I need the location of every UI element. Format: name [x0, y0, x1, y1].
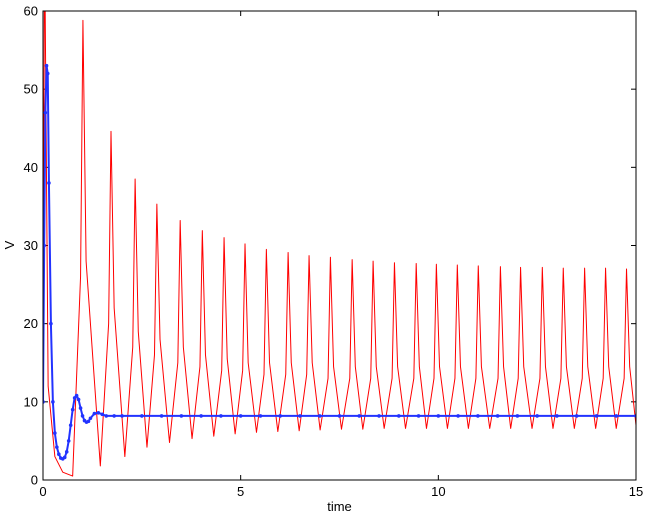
series-marker [476, 414, 480, 418]
series-marker [140, 414, 144, 418]
series-marker [86, 419, 91, 424]
series-marker [495, 414, 500, 418]
series-marker [515, 414, 520, 418]
series-marker [100, 412, 105, 417]
series-marker [64, 450, 69, 454]
series-marker [337, 414, 342, 418]
series-marker [397, 414, 401, 418]
series-marker [555, 414, 559, 418]
series-marker [120, 414, 124, 418]
series-marker [43, 243, 46, 248]
series-marker [456, 414, 460, 418]
series-marker [49, 321, 53, 326]
series-marker [278, 414, 283, 418]
y-axis-label: V [2, 240, 17, 249]
series-marker [51, 400, 55, 404]
series-marker [298, 414, 302, 418]
series-marker [219, 414, 223, 418]
series-marker [44, 63, 49, 68]
series-marker [45, 71, 50, 76]
series-marker [416, 414, 421, 418]
y-tick-label: 20 [24, 316, 38, 331]
series-marker [112, 414, 116, 418]
series-marker [357, 414, 362, 418]
series-marker [436, 414, 441, 418]
series-marker [43, 110, 48, 115]
series-marker [238, 414, 243, 418]
series-marker [594, 414, 599, 418]
y-tick-label: 40 [24, 160, 38, 175]
series-line [43, 11, 636, 477]
series-marker [68, 423, 73, 428]
series-marker [199, 414, 203, 418]
series-marker [574, 414, 579, 418]
series-marker [62, 455, 67, 460]
series-marker [78, 406, 83, 410]
series-marker [317, 414, 322, 418]
y-tick-label: 0 [31, 473, 38, 488]
series-marker [614, 414, 619, 418]
series-marker [53, 431, 57, 435]
series-marker [179, 414, 184, 418]
series-marker [88, 416, 93, 421]
series-marker [80, 414, 85, 418]
series-marker [76, 397, 81, 402]
series-marker [55, 445, 59, 449]
plot-layer [43, 11, 636, 477]
series-marker [377, 414, 381, 418]
series-marker [70, 407, 75, 412]
plot-area [43, 11, 636, 480]
y-tick-label: 10 [24, 394, 38, 409]
x-tick-label: 10 [431, 484, 445, 499]
series-marker [92, 411, 97, 416]
series-marker [96, 410, 101, 415]
series-marker [66, 439, 71, 443]
series-marker [57, 452, 61, 457]
x-tick-label: 0 [39, 484, 46, 499]
series-marker [159, 414, 164, 418]
series-marker [74, 393, 79, 398]
y-tick-label: 30 [24, 238, 38, 253]
series-marker [535, 414, 539, 418]
x-tick-label: 5 [237, 484, 244, 499]
x-tick-label: 15 [629, 484, 643, 499]
series-marker [47, 181, 51, 185]
y-tick-label: 50 [24, 82, 38, 97]
series-marker [104, 414, 109, 418]
plot-frame [42, 10, 637, 481]
y-tick-label: 60 [24, 4, 38, 19]
x-axis-label: time [327, 499, 352, 514]
series-marker [258, 414, 263, 418]
series-marker [72, 396, 77, 400]
